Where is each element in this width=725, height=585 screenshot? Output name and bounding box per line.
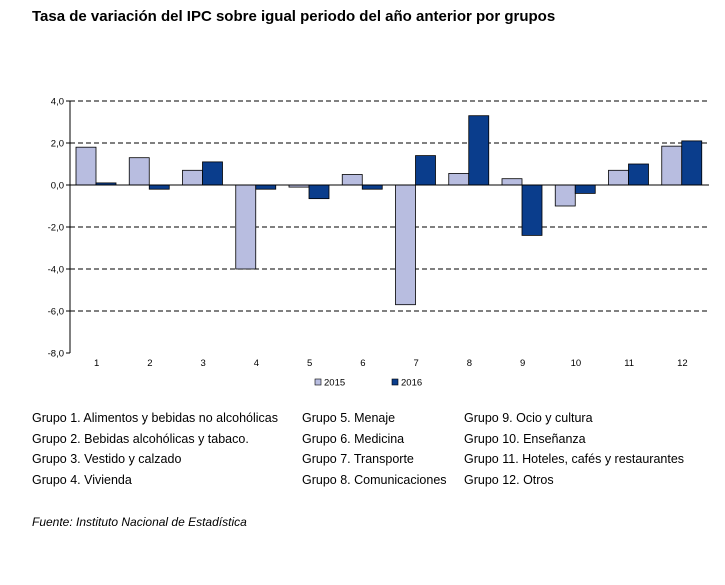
group-label: Grupo 7. Transporte: [302, 452, 414, 467]
x-tick-label: 12: [677, 358, 688, 369]
group-label: Grupo 5. Menaje: [302, 411, 396, 425]
bar-2016-2: [148, 184, 170, 190]
y-tick-label: -8,0: [48, 349, 64, 360]
y-tick-label: 0,0: [51, 181, 64, 192]
bar-2016-7: [415, 155, 436, 186]
bar-2016-6: [361, 184, 383, 190]
legend-label: 2016: [401, 378, 422, 389]
bar-2015-11: [608, 169, 629, 186]
x-tick-label: 2: [147, 358, 152, 369]
x-tick-label: 11: [624, 358, 634, 369]
bar-2015-9: [501, 178, 523, 186]
bar-2016-12: [681, 140, 703, 186]
group-column-3: Grupo 9. Ocio y cultura Grupo 10. Enseña…: [464, 408, 684, 490]
group-label: Grupo 8. Comunicaciones: [302, 472, 447, 487]
x-tick-label: 10: [571, 358, 582, 369]
bar-2015-4: [235, 184, 257, 270]
legend-label: 2015: [324, 378, 345, 389]
x-tick-label: 3: [200, 358, 205, 369]
x-tick-label: 5: [307, 358, 312, 369]
group-label: Grupo 10. Enseñanza: [464, 431, 586, 446]
group-label: Grupo 3. Vestido y calzado: [32, 452, 182, 467]
group-label: Grupo 9. Ocio y cultura: [464, 411, 593, 425]
bar-2015-10: [554, 184, 576, 207]
group-label: Grupo 4. Vivienda: [32, 472, 132, 487]
x-tick-label: 9: [520, 358, 525, 369]
x-tick-label: 8: [467, 358, 472, 369]
chart-title: Tasa de variación del IPC sobre igual pe…: [32, 8, 556, 25]
y-tick-label: 4,0: [51, 97, 64, 108]
group-label: Grupo 11. Hoteles, cafés y restaurantes: [464, 452, 685, 467]
bar-chart: 4,02,00,0-2,0-4,0-6,0-8,01 2 3 4 5 6 7 8 9 10 11 12…: [48, 97, 709, 389]
x-tick-label: 6: [360, 358, 365, 369]
group-column-1: Grupo 1. Alimentos y bebidas no alcohóli…: [32, 408, 278, 490]
x-tick-label: 1: [94, 358, 99, 369]
x-tick-label: 4: [254, 358, 259, 369]
bar-2015-12: [661, 145, 683, 186]
legend-swatch-2015: [314, 378, 322, 386]
group-label: Grupo 6. Medicina: [302, 431, 405, 446]
bar-2015-6: [341, 174, 363, 186]
source-note: Fuente: Instituto Nacional de Estadístic…: [32, 515, 247, 529]
group-label: Grupo 12. Otros: [464, 472, 554, 487]
legend-swatch-2016: [391, 378, 399, 386]
bar-2016-9: [521, 184, 543, 236]
bar-2016-5: [308, 184, 330, 200]
y-tick-label: -4,0: [48, 265, 64, 276]
bar-2015-1: [75, 146, 97, 186]
group-legend: Grupo 1. Alimentos y bebidas no alcohóli…: [32, 408, 712, 498]
bar-2016-3: [202, 161, 223, 186]
bar-2015-8: [448, 173, 470, 186]
x-tick-label: 7: [413, 358, 418, 369]
bar-2016-11: [628, 163, 649, 186]
bar-2015-3: [182, 169, 203, 186]
bar-2016-10: [574, 184, 596, 194]
bar-2016-8: [468, 115, 490, 186]
group-label: Grupo 2. Bebidas alcohólicas y tabaco.: [32, 431, 249, 446]
bar-2015-7: [395, 184, 416, 306]
bar-2016-4: [255, 184, 277, 190]
group-column-2: Grupo 5. Menaje Grupo 6. Medicina Grupo …: [302, 408, 447, 490]
group-label: Grupo 1. Alimentos y bebidas no alcohóli…: [32, 411, 278, 425]
y-tick-label: -6,0: [48, 307, 64, 318]
y-tick-label: 2,0: [51, 139, 64, 150]
bar-2015-2: [128, 157, 150, 186]
y-tick-label: -2,0: [48, 223, 64, 234]
